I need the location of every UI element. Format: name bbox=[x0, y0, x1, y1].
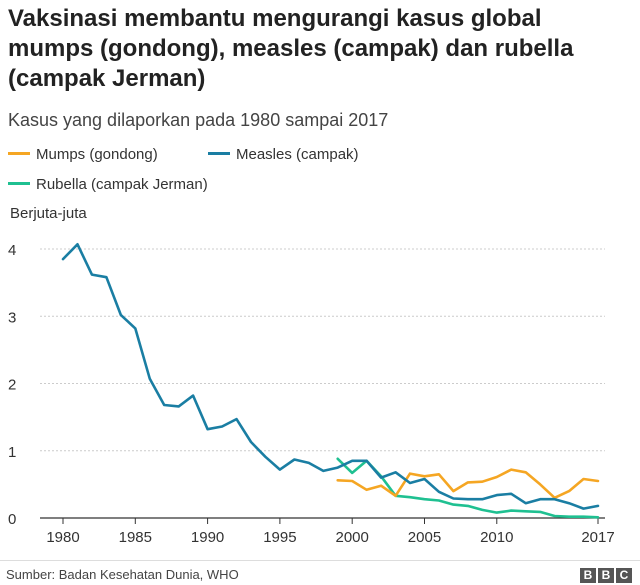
footer-divider bbox=[0, 560, 640, 561]
legend-swatch-rubella bbox=[8, 181, 30, 185]
gridlines bbox=[40, 248, 605, 452]
x-tick-label: 1980 bbox=[46, 529, 79, 546]
logo-block: B bbox=[598, 568, 614, 583]
series-line-measles bbox=[61, 243, 600, 510]
x-tick-label: 1995 bbox=[263, 529, 296, 546]
x-tick-label: 1990 bbox=[191, 529, 224, 546]
chart-subtitle: Kasus yang dilaporkan pada 1980 sampai 2… bbox=[8, 110, 389, 130]
x-tick-label: 1985 bbox=[119, 529, 152, 546]
legend-item-mumps: Mumps (gondong) bbox=[8, 146, 158, 163]
legend-swatch-measles bbox=[208, 151, 230, 155]
series-lines bbox=[61, 243, 600, 519]
y-tick-label: 1 bbox=[8, 444, 16, 461]
source-note: Sumber: Badan Kesehatan Dunia, WHO bbox=[6, 567, 239, 582]
chart-title: Vaksinasi membantu mengurangi kasus glob… bbox=[8, 5, 574, 92]
legend-swatch-mumps bbox=[8, 151, 30, 155]
y-tick-label: 0 bbox=[8, 511, 16, 528]
bbc-logo: B B C bbox=[580, 568, 632, 583]
y-axis-unit-label: Berjuta-juta bbox=[10, 205, 87, 222]
legend-label-rubella: Rubella (campak Jerman) bbox=[36, 176, 208, 193]
legend-item-rubella: Rubella (campak Jerman) bbox=[8, 176, 208, 193]
footer: Sumber: Badan Kesehatan Dunia, WHO B B C bbox=[0, 560, 640, 585]
y-tick-label: 3 bbox=[8, 309, 16, 326]
series-line-mumps bbox=[336, 468, 600, 500]
x-tick-label: 2010 bbox=[480, 529, 513, 546]
y-tick-label: 4 bbox=[8, 242, 16, 259]
legend-label-mumps: Mumps (gondong) bbox=[36, 146, 158, 163]
y-tick-label: 2 bbox=[8, 377, 16, 394]
x-tick-label: 2005 bbox=[408, 529, 441, 546]
logo-block: C bbox=[616, 568, 632, 583]
line-chart: 0 1 2 3 4 1980 1985 1990 1995 2000 2005 2010 2017 bbox=[8, 242, 615, 546]
x-tick-label: 2017 bbox=[581, 529, 614, 546]
legend-label-measles: Measles (campak) bbox=[236, 146, 359, 163]
x-tick-label: 2000 bbox=[336, 529, 369, 546]
axes: 0 1 2 3 4 1980 1985 1990 1995 2000 2005 2010 2017 bbox=[8, 242, 615, 546]
legend-item-measles: Measles (campak) bbox=[208, 146, 359, 163]
logo-block: B bbox=[580, 568, 596, 583]
